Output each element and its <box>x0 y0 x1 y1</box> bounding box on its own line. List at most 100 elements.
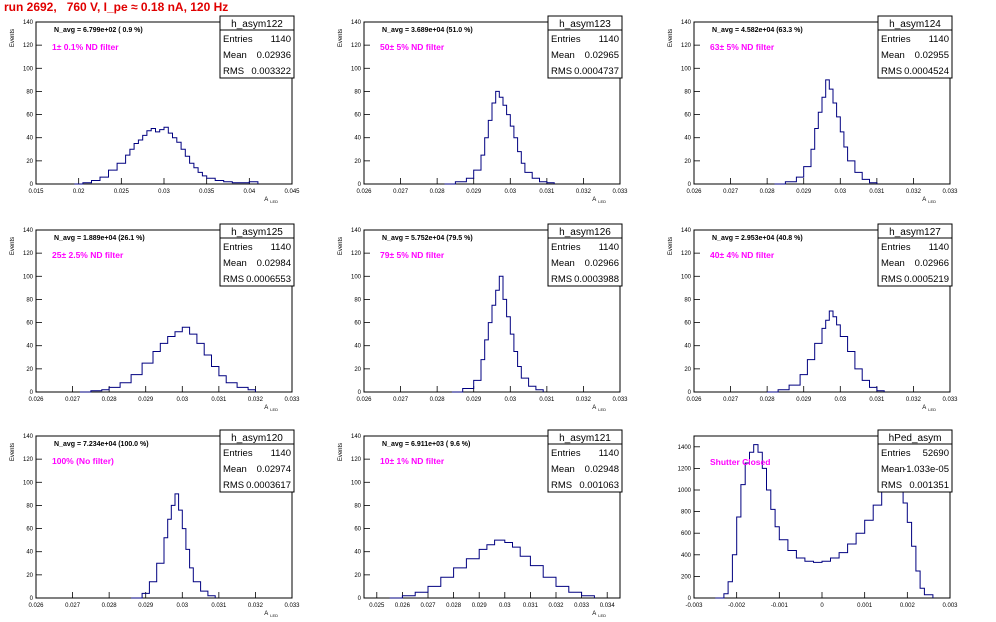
stats-value: 0.02966 <box>585 258 619 269</box>
y-tick-label: 0 <box>688 182 692 188</box>
histogram-panel: 0 20 40 60 80 100 120 140 0.026 0.027 0.028 0.029 0.… <box>10 223 300 412</box>
stats-value: 0.02948 <box>585 464 619 475</box>
stats-value: 0.0003617 <box>246 480 291 491</box>
x-tick-label: 0.027 <box>393 189 409 195</box>
y-tick-label: 120 <box>351 251 362 257</box>
plot-frame <box>363 229 621 393</box>
stats-label: Mean <box>551 464 575 475</box>
histogram-name: h_asym125 <box>231 227 283 238</box>
stats-value: 0.0003988 <box>574 274 619 285</box>
stats-label: Mean <box>881 464 905 475</box>
stats-label: RMS <box>881 480 902 491</box>
filter-annotation: Shutter Closed <box>710 457 770 467</box>
x-tick-label: 0.03 <box>834 397 846 403</box>
stats-label: Entries <box>223 34 253 45</box>
stats-box <box>219 443 295 493</box>
x-tick-label: 0.033 <box>612 189 628 195</box>
x-tick-label: 0.029 <box>466 189 482 195</box>
histogram-panel: 0 20 40 60 80 100 120 140 0.015 0.02 0.025 0.03 0.03… <box>10 15 300 204</box>
y-tick-label: 60 <box>26 113 33 119</box>
plot-frame <box>693 229 951 393</box>
y-tick-label: 400 <box>681 553 692 559</box>
stats-label: Entries <box>551 448 581 459</box>
y-tick-label: 140 <box>681 20 692 26</box>
stats-label: Mean <box>223 50 247 61</box>
y-tick-label: 40 <box>684 344 691 350</box>
x-axis-title: A LED <box>264 405 278 412</box>
x-tick-label: 0.028 <box>430 189 446 195</box>
y-tick-label: 0 <box>358 182 362 188</box>
x-tick-label: 0.02 <box>73 189 85 195</box>
stats-label: Entries <box>881 448 911 459</box>
y-tick-label: 1000 <box>678 488 692 494</box>
y-tick-label: 100 <box>681 274 692 280</box>
stats-value: 1140 <box>271 34 291 45</box>
y-tick-label: 20 <box>354 573 361 579</box>
y-tick-label: 60 <box>684 321 691 327</box>
y-tick-label: 140 <box>351 20 362 26</box>
x-tick-label: 0.027 <box>65 603 81 609</box>
x-axis-title: A LED <box>922 405 936 412</box>
y-tick-label: 80 <box>354 89 361 95</box>
histogram-name: h_asym121 <box>559 433 611 444</box>
x-axis-title: A LED <box>592 611 606 618</box>
stats-box <box>219 237 295 287</box>
filter-annotation: 100% (No filter) <box>52 456 114 466</box>
stats-value: 52690 <box>923 448 949 459</box>
x-tick-label: 0.033 <box>284 603 300 609</box>
y-tick-label: 0 <box>358 596 362 602</box>
stats-value: 0.02974 <box>257 464 291 475</box>
y-tick-label: 20 <box>354 159 361 165</box>
stats-label: Mean <box>551 50 575 61</box>
x-tick-label: 0.026 <box>395 603 411 609</box>
filter-annotation: 10± 1% ND filter <box>380 456 445 466</box>
stats-value: 0.02955 <box>915 50 949 61</box>
stats-box <box>877 29 953 79</box>
y-tick-label: 80 <box>26 503 33 509</box>
x-tick-label: 0.035 <box>199 189 215 195</box>
histogram-trace <box>74 126 259 185</box>
y-tick-label: 800 <box>681 510 692 516</box>
stats-label: Entries <box>223 242 253 253</box>
y-tick-label: 60 <box>354 527 361 533</box>
navg-label: N_avg = 2.953e+04 (40.8 %) <box>712 235 803 242</box>
y-axis-title: Events <box>338 443 344 461</box>
stats-label: Entries <box>223 448 253 459</box>
x-tick-label: 0.028 <box>430 397 446 403</box>
y-tick-label: 20 <box>26 367 33 373</box>
navg-label: N_avg = 4.582e+04 (63.3 %) <box>712 27 803 34</box>
stats-label: RMS <box>223 480 244 491</box>
stats-value: 1140 <box>271 242 291 253</box>
x-axis-title: A LED <box>264 197 278 204</box>
plot-frame <box>363 21 621 185</box>
x-tick-label: 0.027 <box>723 397 739 403</box>
histogram-panel: 0 20 40 60 80 100 120 140 0.026 0.027 0.028 0.029 0.… <box>668 15 958 204</box>
y-tick-label: 0 <box>30 390 34 396</box>
y-tick-label: 40 <box>26 344 33 350</box>
y-tick-label: 80 <box>26 297 33 303</box>
y-axis-title: Events <box>668 237 674 255</box>
x-tick-label: 0.028 <box>102 603 118 609</box>
y-tick-label: 0 <box>688 390 692 396</box>
stats-value: 0.0004524 <box>904 66 949 77</box>
stats-value: 0.02965 <box>585 50 619 61</box>
x-axis-title: A LED <box>264 611 278 618</box>
navg-label: N_avg = 5.752e+04 (79.5 %) <box>382 235 473 242</box>
y-axis-title: Events <box>338 237 344 255</box>
x-tick-label: 0.029 <box>472 603 488 609</box>
x-axis-title: A LED <box>592 405 606 412</box>
x-tick-label: 0.03 <box>504 397 516 403</box>
histogram-trace <box>444 90 555 185</box>
histogram-panel: 0 20 40 60 80 100 120 140 0.026 0.027 0.028 0.029 0.… <box>10 429 300 618</box>
stats-label: Entries <box>551 242 581 253</box>
y-tick-label: 100 <box>23 66 34 72</box>
stats-label: Mean <box>223 464 247 475</box>
plot-frame <box>35 229 293 393</box>
stats-label: RMS <box>551 480 572 491</box>
x-tick-label: 0.03 <box>158 189 170 195</box>
histogram-trace <box>451 275 544 393</box>
page-title: run 2692, 760 V, I_pe ≈ 0.18 nA, 120 Hz <box>4 0 229 14</box>
filter-annotation: 79± 5% ND filter <box>380 250 445 260</box>
stats-value: 1140 <box>599 448 619 459</box>
